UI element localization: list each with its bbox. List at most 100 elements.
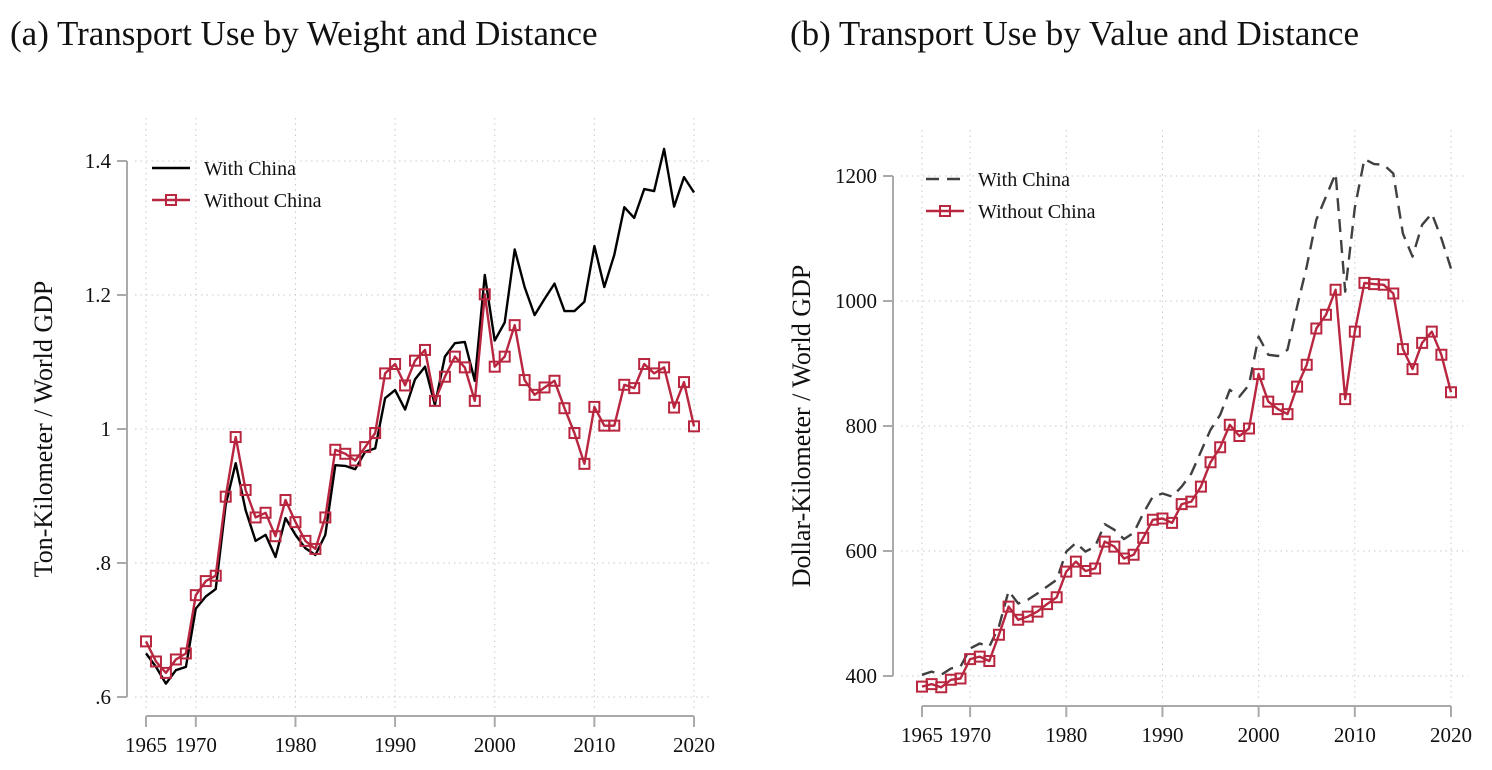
data-point-marker	[369, 427, 382, 440]
data-point-marker	[399, 379, 412, 392]
data-point-marker	[1387, 287, 1400, 300]
series-line	[921, 281, 1453, 689]
y-tick-label: 1.4	[85, 149, 112, 173]
data-point-marker	[1329, 283, 1342, 296]
data-point-marker	[608, 419, 621, 432]
y-tick-label: .6	[95, 685, 111, 709]
data-point-marker	[458, 361, 471, 374]
data-point-marker	[468, 394, 481, 407]
data-point-marker	[1425, 325, 1438, 338]
data-point-marker	[1396, 343, 1409, 356]
data-point-marker	[279, 494, 292, 507]
data-point-marker	[1069, 555, 1082, 568]
data-point-marker	[1262, 395, 1275, 408]
data-point-marker	[309, 542, 322, 555]
data-point-marker	[578, 457, 591, 470]
data-point-marker	[658, 361, 671, 374]
data-point-marker	[508, 319, 521, 332]
data-point-marker	[648, 367, 661, 380]
data-point-marker	[1214, 441, 1227, 454]
data-point-marker	[418, 343, 431, 356]
x-tick-label: 1970	[949, 723, 991, 747]
data-point-marker	[189, 589, 202, 602]
data-point-marker	[269, 530, 282, 543]
data-point-marker	[954, 672, 967, 685]
data-point-marker	[668, 401, 681, 414]
data-point-marker	[1166, 516, 1179, 529]
chart-a-title: (a) Transport Use by Weight and Distance	[10, 14, 598, 53]
data-point-marker	[588, 400, 601, 413]
x-tick-label: 1990	[374, 733, 416, 757]
data-point-marker	[498, 350, 511, 363]
x-tick-label: 1970	[175, 733, 217, 757]
y-tick-label: 1	[101, 417, 112, 441]
chart-a-weight-distance: .6 .8 1 1.2 1.4 Ton-Kilometer / World GDP 1965…	[29, 118, 715, 757]
data-point-marker	[1185, 495, 1198, 508]
data-point-marker	[992, 628, 1005, 641]
data-point-marker	[299, 534, 312, 547]
data-point-marker	[1416, 336, 1429, 349]
series-line	[145, 147, 696, 685]
data-point-marker	[528, 388, 541, 401]
data-point-marker	[1300, 358, 1313, 371]
data-point-marker	[389, 358, 402, 371]
data-point-marker	[628, 382, 641, 395]
chart-b-title: (b) Transport Use by Value and Distance	[790, 14, 1359, 53]
data-point-marker	[259, 506, 272, 519]
data-point-marker	[379, 367, 392, 380]
series-with-china	[145, 147, 696, 685]
data-point-marker	[568, 427, 581, 440]
data-point-marker	[1204, 456, 1217, 469]
data-point-marker	[1406, 363, 1419, 376]
data-point-marker	[688, 420, 700, 433]
data-point-marker	[678, 376, 691, 389]
data-point-marker	[239, 483, 252, 496]
data-point-marker	[518, 374, 531, 387]
data-point-marker	[1002, 600, 1015, 613]
y-tick-label: 400	[846, 664, 878, 688]
data-point-marker	[140, 635, 152, 648]
data-point-marker	[1108, 540, 1121, 553]
data-point-marker	[638, 358, 651, 371]
legend-marker-swatch	[939, 205, 951, 217]
data-point-marker	[448, 350, 461, 363]
data-point-marker	[1137, 531, 1150, 544]
y-axis-title: Dollar-Kilometer / World GDP	[787, 265, 816, 588]
data-point-marker	[1194, 480, 1207, 493]
x-tick-label: 2020	[673, 733, 715, 757]
data-point-marker	[558, 402, 571, 415]
series-with-china	[921, 157, 1453, 676]
data-point-marker	[289, 516, 302, 529]
x-tick-label: 2000	[1238, 723, 1280, 747]
data-point-marker	[983, 655, 996, 667]
y-axis: 400 600 800 1000 1200 Dollar-Kilometer / Worl…	[787, 164, 894, 688]
data-point-marker	[229, 431, 242, 444]
legend-label: With China	[978, 169, 1070, 191]
data-point-marker	[1348, 325, 1361, 338]
series-without-china	[140, 288, 700, 679]
x-tick-label: 1980	[274, 733, 316, 757]
data-point-marker	[488, 360, 501, 373]
x-tick-label: 2010	[1334, 723, 1376, 747]
data-point-marker	[1243, 422, 1256, 435]
x-tick-label: 2000	[474, 733, 516, 757]
y-axis-title: Ton-Kilometer / World GDP	[29, 281, 58, 578]
legend-label: Without China	[978, 201, 1096, 223]
data-point-marker	[209, 569, 222, 582]
y-tick-label: 600	[846, 539, 878, 563]
data-point-marker	[1089, 562, 1102, 575]
data-point-marker	[1445, 386, 1457, 399]
y-tick-label: .8	[95, 551, 111, 575]
data-point-marker	[538, 381, 551, 394]
data-point-marker	[159, 666, 172, 679]
legend: With China Without China	[926, 169, 1096, 223]
data-point-marker	[179, 647, 192, 660]
series-without-china	[916, 276, 1457, 694]
x-tick-label: 1990	[1141, 723, 1183, 747]
gridlines	[901, 130, 1468, 698]
x-tick-label: 2010	[573, 733, 615, 757]
legend-label: Without China	[204, 190, 322, 212]
data-point-marker	[339, 447, 352, 460]
data-point-marker	[1223, 418, 1236, 431]
data-point-marker	[438, 370, 451, 383]
